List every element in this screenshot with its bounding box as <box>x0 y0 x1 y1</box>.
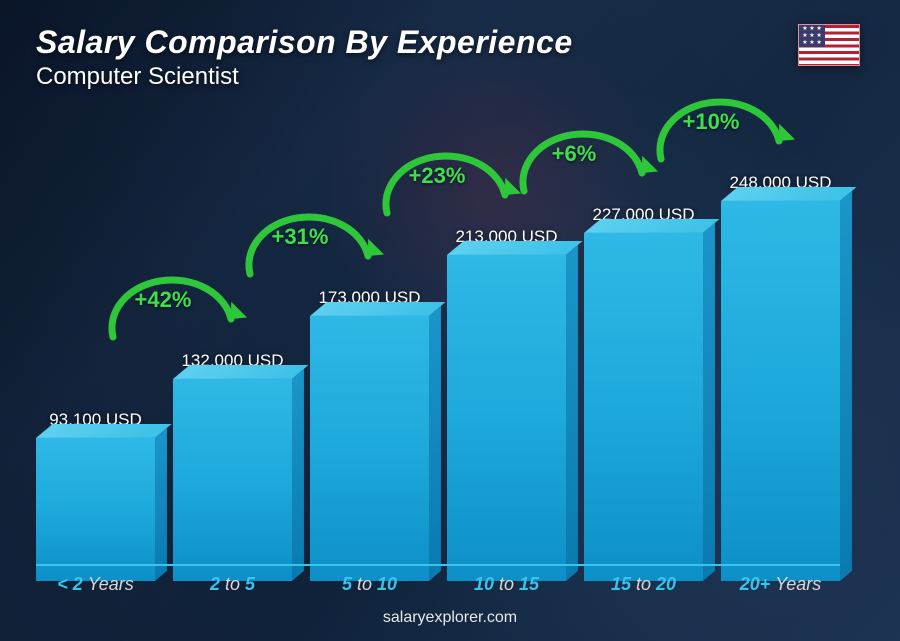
growth-pct-label: +42% <box>135 287 192 312</box>
bar-group: 248,000 USD+10% <box>721 173 840 581</box>
bar <box>584 233 703 581</box>
x-axis-label: 20+ Years <box>721 574 840 595</box>
bar-group: 132,000 USD+42% <box>173 351 292 581</box>
bar-group: 227,000 USD+6% <box>584 205 703 581</box>
growth-pct-label: +10% <box>683 109 740 134</box>
x-axis-label: 5 to 10 <box>310 574 429 595</box>
bar <box>173 379 292 581</box>
growth-pct-label: +31% <box>272 224 329 249</box>
bar <box>721 201 840 581</box>
titles: Salary Comparison By Experience Computer… <box>36 24 573 91</box>
growth-arrow: +31% <box>240 206 390 286</box>
chart-title: Salary Comparison By Experience <box>36 24 573 61</box>
bar <box>447 255 566 581</box>
chart-subtitle: Computer Scientist <box>36 63 573 91</box>
growth-arrow: +6% <box>514 123 664 203</box>
x-axis-label: 15 to 20 <box>584 574 703 595</box>
growth-arrow: +42% <box>103 269 253 349</box>
growth-arrow: +23% <box>377 145 527 225</box>
footer-credit: salaryexplorer.com <box>0 609 900 627</box>
bar <box>36 438 155 581</box>
x-axis-label: 2 to 5 <box>173 574 292 595</box>
x-axis-label: < 2 Years <box>36 574 155 595</box>
x-axis-label: 10 to 15 <box>447 574 566 595</box>
bar-group: 93,100 USD <box>36 410 155 581</box>
growth-pct-label: +6% <box>552 141 597 166</box>
bar-group: 213,000 USD+23% <box>447 227 566 581</box>
us-flag-icon <box>798 24 860 66</box>
bar-group: 173,000 USD+31% <box>310 288 429 581</box>
growth-pct-label: +23% <box>409 163 466 188</box>
x-axis-labels: < 2 Years 2 to 5 5 to 10 10 to 15 15 to 20 20… <box>36 564 840 595</box>
growth-arrow: +10% <box>651 91 801 171</box>
bar <box>310 316 429 581</box>
chart-container: Salary Comparison By Experience Computer… <box>0 0 900 641</box>
header: Salary Comparison By Experience Computer… <box>36 24 860 91</box>
chart-area: 93,100 USD132,000 USD+42%173,000 USD+31%… <box>36 111 840 581</box>
